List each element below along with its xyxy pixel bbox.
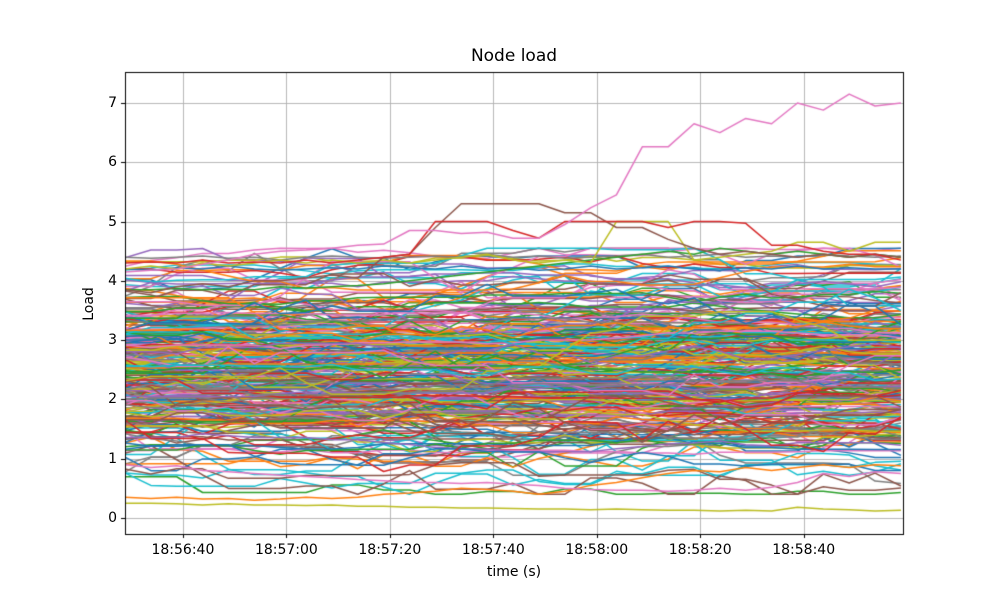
- y-tick-label: 2: [108, 391, 117, 408]
- x-tick-label: 18:58:40: [772, 542, 836, 558]
- chart-title: Node load: [470, 46, 558, 66]
- x-tick-label: 18:58:20: [668, 542, 732, 558]
- y-tick-label: 6: [108, 154, 117, 171]
- y-tick-label: 3: [108, 332, 117, 349]
- y-tick-label: 0: [108, 510, 117, 526]
- y-tick-label: 5: [108, 213, 117, 230]
- x-axis-label: time (s): [486, 564, 542, 580]
- x-tick-label: 18:58:00: [565, 542, 629, 558]
- y-tick-label: 4: [108, 272, 117, 289]
- y-tick-label: 7: [108, 95, 117, 111]
- x-tick-label: 18:57:40: [461, 542, 525, 558]
- x-tick-label: 18:57:20: [358, 542, 422, 558]
- x-tick-label: 18:57:00: [254, 542, 318, 558]
- y-tick-label: 1: [108, 450, 117, 467]
- x-tick-label: 18:56:40: [151, 542, 215, 558]
